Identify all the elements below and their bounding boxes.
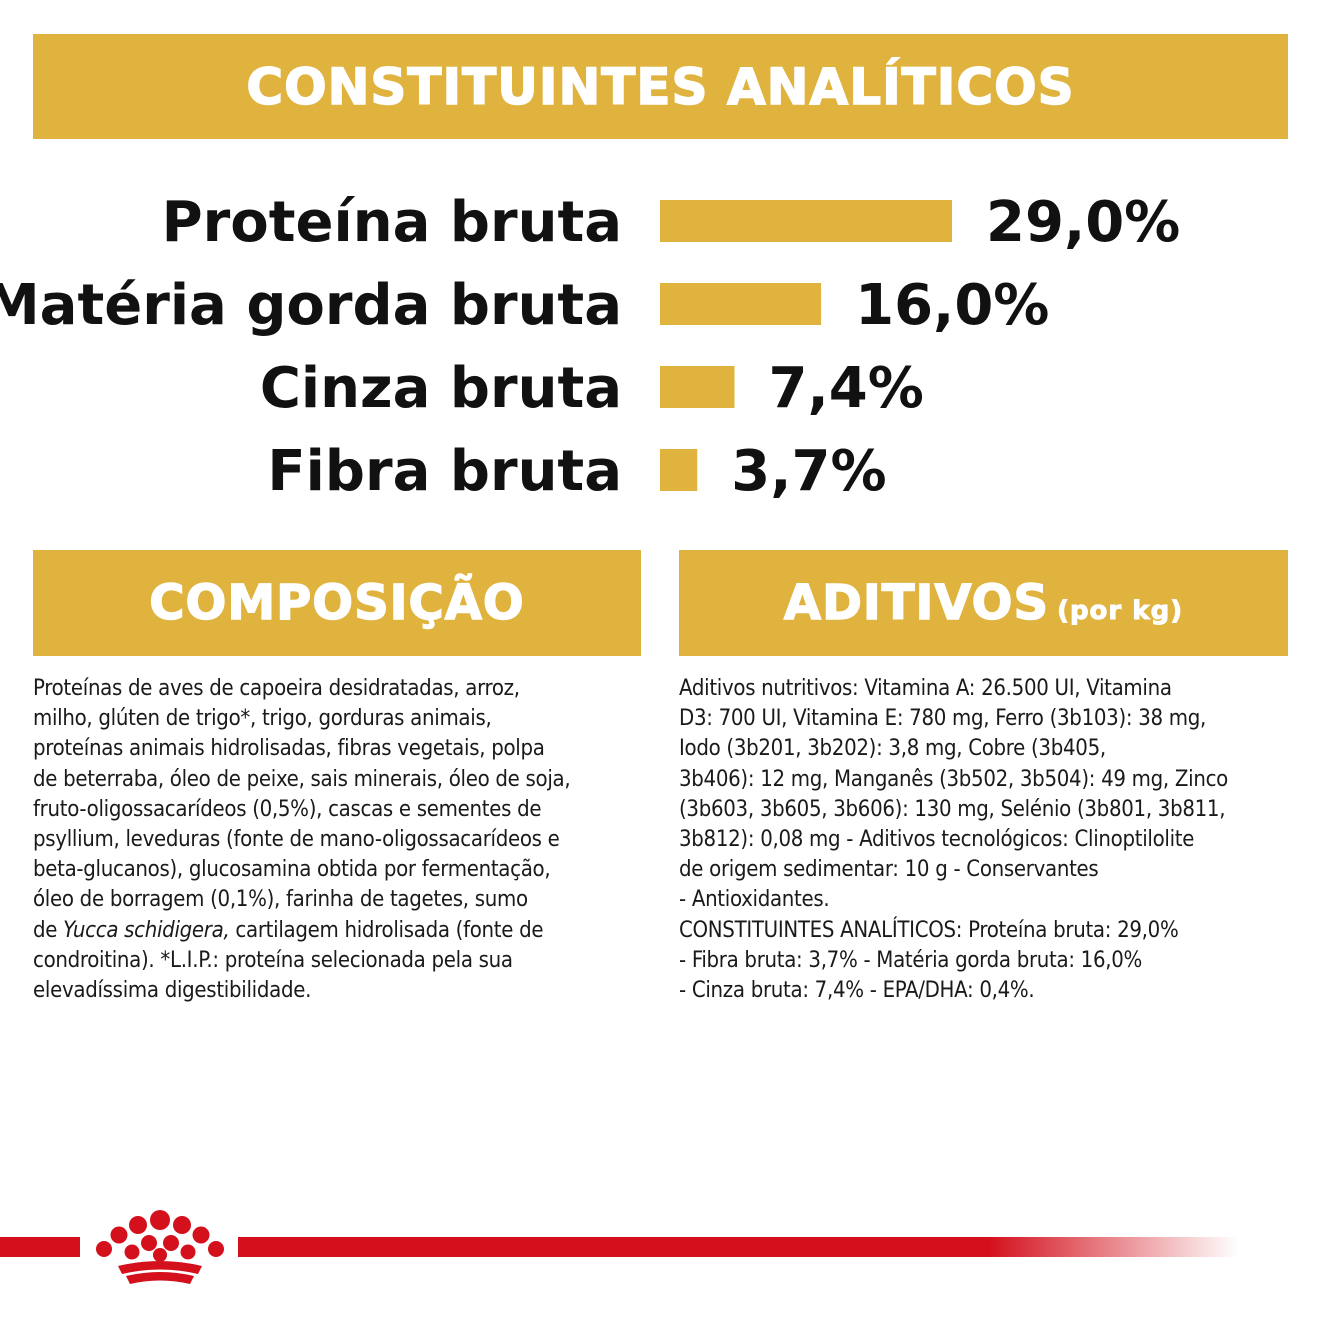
bar xyxy=(660,449,698,491)
composition-banner: COMPOSIÇÃO xyxy=(33,550,641,656)
additives-title-suffix: (por kg) xyxy=(1057,596,1184,627)
analytical-constituents-title: CONSTITUINTES ANALÍTICOS xyxy=(246,57,1075,117)
value-label: 29,0% xyxy=(986,190,1180,255)
composition-text-part2: cartilagem hidrolisada (fonte de condroi… xyxy=(33,917,544,1004)
value-label: 3,7% xyxy=(731,439,886,504)
footer-red-line-right xyxy=(238,1237,1238,1257)
category-label: Proteína bruta xyxy=(162,190,622,255)
value-label: 7,4% xyxy=(769,356,924,421)
bar xyxy=(660,366,735,408)
royal-crown-icon xyxy=(96,1210,224,1284)
composition-text-italic: Yucca schidigera, xyxy=(63,917,230,943)
additives-banner: ADITIVOS (por kg) xyxy=(679,550,1288,656)
composition-text-part1: Proteínas de aves de capoeira desidratad… xyxy=(33,676,571,943)
footer-red-line-left xyxy=(0,1237,80,1257)
category-label: Cinza bruta xyxy=(260,356,622,421)
analytical-constituents-banner: CONSTITUINTES ANALÍTICOS xyxy=(33,34,1288,139)
constituents-bar-chart: Proteína bruta 29,0% Matéria gorda bruta 16… xyxy=(0,190,1180,504)
additives-title: ADITIVOS xyxy=(783,574,1050,632)
additives-text: Aditivos nutritivos: Vitamina A: 26.500 … xyxy=(679,676,1228,1004)
composition-text: Proteínas de aves de capoeira desidratad… xyxy=(33,674,653,1006)
composition-title: COMPOSIÇÃO xyxy=(149,574,525,632)
bar xyxy=(660,283,822,325)
bar xyxy=(660,200,953,242)
category-label: Fibra bruta xyxy=(267,439,622,504)
value-label: 16,0% xyxy=(855,273,1049,338)
category-label: Matéria gorda bruta xyxy=(0,273,622,338)
